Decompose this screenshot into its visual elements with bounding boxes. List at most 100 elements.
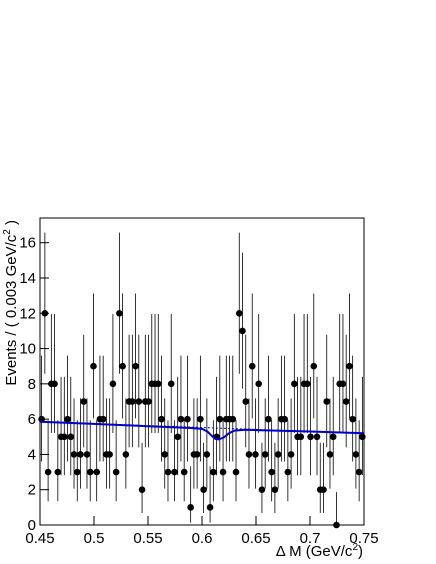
data-point bbox=[135, 398, 143, 405]
data-point bbox=[184, 415, 191, 423]
y-label-sup: 2 bbox=[2, 229, 13, 235]
data-point bbox=[86, 468, 94, 476]
y-tick-label: 10 bbox=[19, 341, 36, 358]
data-point bbox=[122, 451, 130, 458]
data-point bbox=[154, 380, 162, 388]
data-point bbox=[320, 486, 327, 494]
data-point bbox=[44, 468, 52, 476]
data-point bbox=[297, 433, 305, 441]
data-point bbox=[219, 468, 227, 476]
data-point bbox=[355, 468, 363, 476]
data-point bbox=[187, 504, 194, 511]
data-point bbox=[119, 362, 126, 370]
x-tick-label: 0.55 bbox=[133, 530, 162, 547]
data-point bbox=[206, 504, 214, 511]
data-point bbox=[129, 398, 136, 405]
data-point bbox=[242, 398, 250, 405]
data-point bbox=[313, 433, 321, 441]
data-point bbox=[83, 451, 91, 458]
x-tick-label: 0.65 bbox=[241, 530, 270, 547]
y-tick-label: 12 bbox=[19, 305, 36, 322]
data-point bbox=[180, 468, 188, 476]
data-point bbox=[90, 362, 97, 370]
x-label-end: ) bbox=[358, 543, 363, 560]
data-point bbox=[171, 468, 178, 476]
y-tick-label: 0 bbox=[28, 517, 36, 534]
x-axis-label: Δ M (GeV/c2) bbox=[276, 542, 363, 560]
data-point bbox=[232, 468, 240, 476]
data-point bbox=[339, 380, 347, 388]
data-point bbox=[304, 380, 311, 388]
y-axis-label: Events / ( 0.003 GeV/c2 ) bbox=[2, 220, 20, 386]
fit-line bbox=[39, 420, 365, 441]
data-point bbox=[93, 468, 100, 476]
y-label-main: Events / ( 0.003 GeV/c bbox=[3, 234, 20, 385]
data-point bbox=[235, 309, 243, 317]
data-point bbox=[51, 380, 58, 388]
data-point bbox=[239, 327, 246, 335]
data-point bbox=[73, 468, 81, 476]
data-point bbox=[326, 451, 334, 458]
data-point bbox=[333, 521, 340, 529]
data-point bbox=[77, 451, 84, 458]
data-point bbox=[41, 309, 49, 317]
x-tick-label: 0.7 bbox=[300, 530, 321, 547]
data-point bbox=[132, 362, 139, 370]
data-point bbox=[80, 398, 88, 405]
data-point bbox=[116, 309, 123, 317]
data-point bbox=[164, 468, 172, 476]
data-point bbox=[197, 415, 204, 423]
data-point bbox=[252, 451, 259, 458]
data-point bbox=[138, 486, 146, 494]
data-point bbox=[359, 433, 366, 441]
data-point bbox=[203, 451, 211, 458]
x-tick-label: 0.6 bbox=[192, 530, 213, 547]
y-tick-label: 4 bbox=[28, 446, 36, 463]
y-tick-label: 2 bbox=[28, 482, 36, 499]
data-point bbox=[349, 415, 356, 423]
data-point bbox=[291, 380, 298, 388]
data-point bbox=[248, 362, 256, 370]
data-point bbox=[145, 398, 152, 405]
data-point bbox=[54, 468, 62, 476]
data-point bbox=[352, 451, 360, 458]
y-tick-label: 8 bbox=[28, 376, 36, 393]
y-tick-label: 14 bbox=[19, 270, 36, 287]
data-point bbox=[70, 451, 78, 458]
data-point bbox=[268, 468, 275, 476]
data-point bbox=[287, 451, 295, 458]
data-point bbox=[265, 415, 272, 423]
data-point bbox=[167, 380, 175, 388]
data-point bbox=[109, 380, 117, 388]
data-point bbox=[255, 380, 262, 388]
x-tick-label: 0.5 bbox=[84, 530, 105, 547]
y-tick-label: 16 bbox=[19, 235, 36, 252]
data-point bbox=[64, 415, 71, 423]
data-point bbox=[310, 362, 318, 370]
data-point bbox=[346, 362, 353, 370]
data-point bbox=[200, 486, 207, 494]
x-tick-label: 0.45 bbox=[25, 530, 54, 547]
data-point bbox=[61, 433, 68, 441]
data-point bbox=[281, 415, 288, 423]
frame bbox=[39, 217, 365, 526]
data-point bbox=[216, 415, 224, 423]
data-point bbox=[245, 451, 253, 458]
data-point bbox=[174, 433, 181, 441]
data-point bbox=[99, 415, 107, 423]
data-point bbox=[271, 486, 279, 494]
data-point bbox=[161, 451, 169, 458]
data-point bbox=[67, 433, 75, 441]
data-point bbox=[158, 415, 165, 423]
x-tick-label: 0.75 bbox=[349, 530, 378, 547]
data-point bbox=[284, 468, 292, 476]
x-label-main: Δ M (GeV/c bbox=[276, 543, 353, 560]
data-point bbox=[307, 433, 314, 441]
y-label-end: ) bbox=[3, 220, 20, 229]
data-point bbox=[261, 451, 269, 458]
data-point bbox=[177, 415, 185, 423]
x-label-sup: 2 bbox=[352, 542, 358, 553]
data-point bbox=[229, 415, 237, 423]
data-point bbox=[342, 398, 350, 405]
